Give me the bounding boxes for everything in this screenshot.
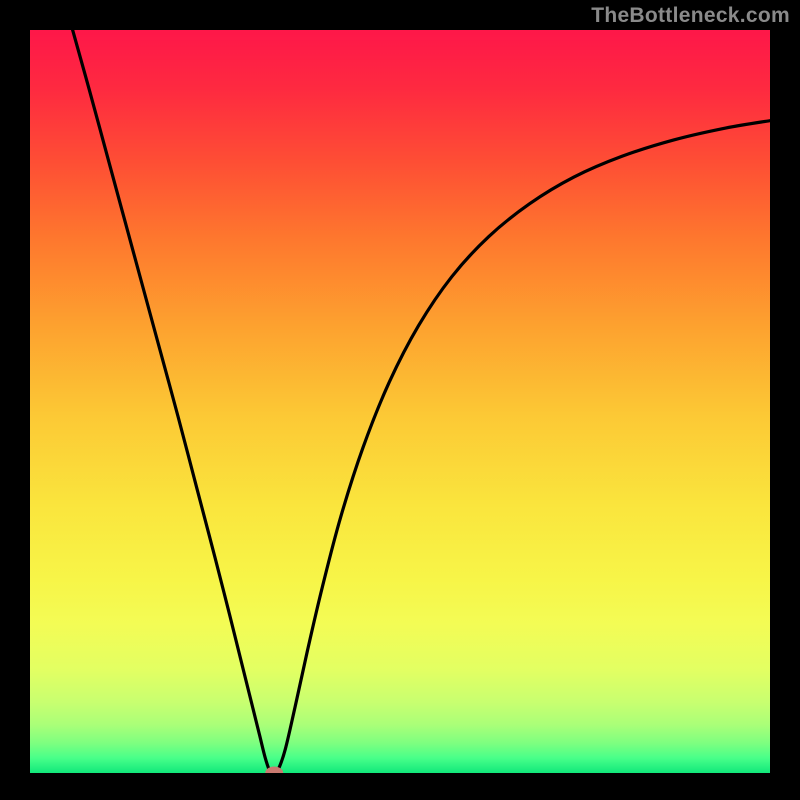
chart-container: TheBottleneck.com — [0, 0, 800, 800]
bottleneck-chart — [0, 0, 800, 800]
watermark-text: TheBottleneck.com — [591, 4, 790, 28]
minimum-point-marker — [265, 767, 283, 780]
plot-background — [30, 30, 770, 773]
